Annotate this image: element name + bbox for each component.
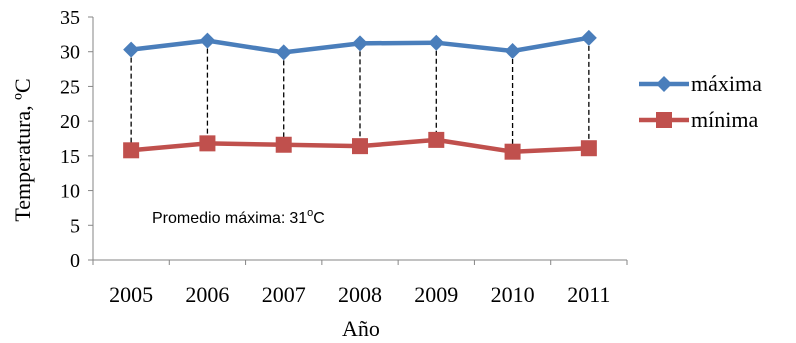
data-point-maxima [275,44,292,61]
annotation-label: Promedio máxima: [152,210,285,227]
y-tick-label: 30 [60,42,80,64]
series-group [123,29,597,160]
data-point-minima [428,131,445,148]
data-point-maxima [352,35,368,52]
x-tick-label: 2007 [262,282,306,307]
legend-label-minima: mínima [691,107,758,132]
y-tick-label: 5 [70,215,80,237]
data-point-minima [352,138,368,155]
data-point-minima [504,143,521,160]
y-tick-label: 15 [60,146,80,168]
y-tick-label: 10 [60,181,80,203]
data-point-minima [123,142,140,159]
legend-label-maxima: máxima [691,71,762,96]
y-tick-label: 35 [60,7,80,29]
data-point-maxima [580,29,597,46]
y-axis-ticks: 0 5 10 15 20 25 30 35 [60,7,93,272]
x-tick-label: 2005 [109,282,153,307]
y-tick-label: 25 [60,76,80,98]
data-point-maxima [123,41,140,58]
x-axis-title: Año [342,316,380,341]
y-tick-label: 20 [60,111,80,133]
legend-marker-maxima [656,76,672,92]
x-tick-label: 2011 [567,282,610,307]
legend-marker-minima [656,112,672,128]
annotation-unit: C [313,210,325,227]
data-point-maxima [504,43,521,60]
y-axis-title: Temperatura, ºC [10,78,35,221]
annotation-value: 31 [289,210,307,227]
x-tick-label: 2006 [185,282,229,307]
data-point-minima [580,140,597,157]
annotation-text: Promedio máxima: 31oC [152,207,325,227]
annotation-degree: o [307,207,313,219]
x-axis-ticks: 2005 2006 2007 2008 2009 2010 2011 [92,260,628,307]
data-point-maxima [199,32,216,49]
x-tick-label: 2010 [491,282,535,307]
y-tick-label: 0 [70,250,80,272]
x-tick-label: 2009 [414,282,458,307]
x-tick-label: 2008 [338,282,382,307]
drop-lines [130,37,590,152]
data-point-minima [275,136,292,153]
legend: máxima mínima [639,71,762,132]
data-point-minima [199,135,216,152]
data-point-maxima [428,34,445,51]
